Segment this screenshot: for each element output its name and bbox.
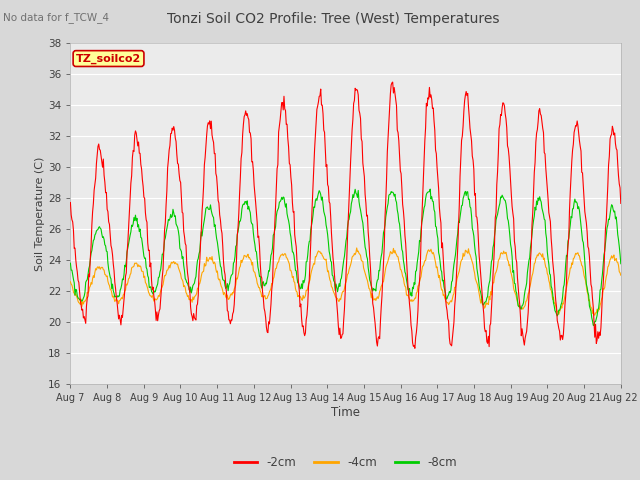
Y-axis label: Soil Temperature (C): Soil Temperature (C) (35, 156, 45, 271)
Text: TZ_soilco2: TZ_soilco2 (76, 53, 141, 64)
Text: No data for f_TCW_4: No data for f_TCW_4 (3, 12, 109, 23)
X-axis label: Time: Time (331, 406, 360, 419)
Legend: -2cm, -4cm, -8cm: -2cm, -4cm, -8cm (229, 451, 462, 474)
Text: Tonzi Soil CO2 Profile: Tree (West) Temperatures: Tonzi Soil CO2 Profile: Tree (West) Temp… (166, 12, 499, 26)
